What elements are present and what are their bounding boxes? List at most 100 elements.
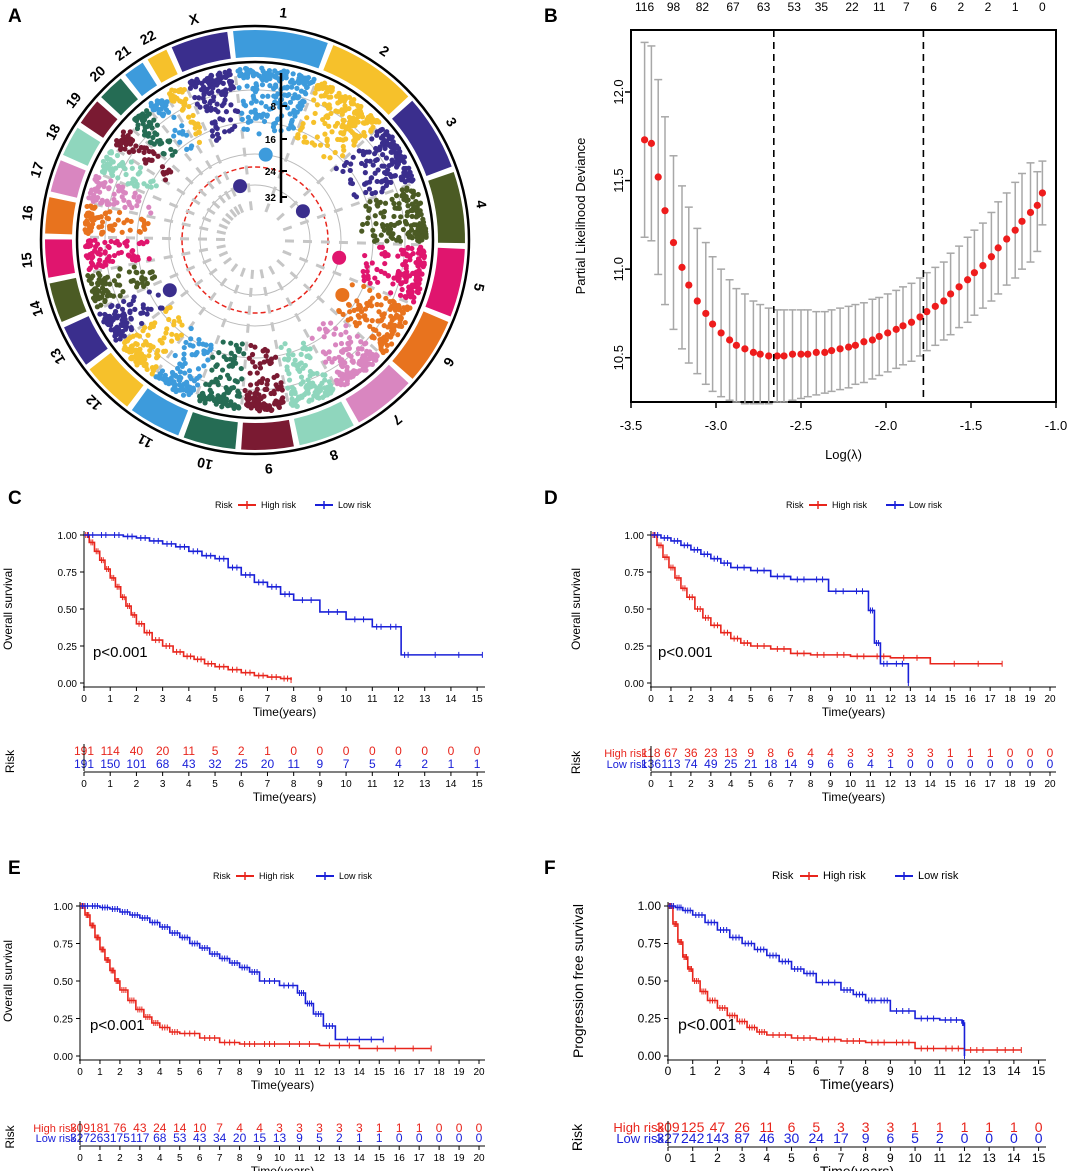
manhattan-point bbox=[382, 200, 389, 206]
manhattan-point bbox=[117, 266, 123, 272]
manhattan-point bbox=[328, 110, 334, 117]
chrom-divider bbox=[110, 144, 231, 225]
risk-count: 0 bbox=[1027, 757, 1034, 771]
deviance-point bbox=[773, 352, 781, 360]
x-tick-label: 13 bbox=[982, 1064, 996, 1078]
chrom-divider bbox=[117, 256, 233, 346]
manhattan-point bbox=[95, 282, 101, 288]
risk-count: 3 bbox=[907, 746, 914, 760]
manhattan-point bbox=[342, 107, 348, 113]
km-curve-high bbox=[84, 534, 292, 681]
manhattan-point bbox=[397, 323, 403, 329]
manhattan-point bbox=[162, 348, 169, 354]
chrom-label-9: 9 bbox=[264, 461, 273, 477]
manhattan-point bbox=[407, 257, 413, 263]
risk-count: 20 bbox=[156, 744, 170, 758]
manhattan-point bbox=[214, 362, 220, 368]
manhattan-point bbox=[86, 238, 93, 244]
deviance-point bbox=[749, 348, 757, 356]
manhattan-point bbox=[164, 326, 170, 332]
x-tick-label: -1.0 bbox=[1045, 418, 1067, 433]
manhattan-point bbox=[362, 306, 369, 312]
manhattan-point bbox=[130, 277, 136, 284]
manhattan-point bbox=[238, 71, 244, 77]
manhattan-point bbox=[222, 92, 228, 98]
manhattan-point bbox=[90, 295, 97, 301]
highlight-point-1 bbox=[258, 147, 273, 162]
risk-count: 21 bbox=[744, 757, 758, 771]
manhattan-point bbox=[343, 136, 349, 142]
manhattan-point bbox=[293, 362, 299, 368]
manhattan-point bbox=[356, 368, 363, 374]
risk-table-tick-label: 18 bbox=[1005, 779, 1017, 790]
manhattan-point bbox=[369, 136, 375, 142]
risk-count: 125 bbox=[681, 1119, 705, 1135]
manhattan-point bbox=[85, 255, 91, 261]
manhattan-point bbox=[411, 294, 417, 301]
censor-marks-low bbox=[653, 532, 909, 686]
chrom-divider bbox=[86, 201, 227, 235]
manhattan-point bbox=[370, 333, 376, 340]
manhattan-point bbox=[227, 86, 234, 92]
risk-table-tick-label: 12 bbox=[393, 779, 405, 790]
manhattan-point bbox=[168, 169, 174, 175]
manhattan-point bbox=[247, 370, 253, 376]
risk-table-tick-label: 2 bbox=[714, 1151, 721, 1165]
manhattan-point bbox=[392, 205, 398, 211]
risk-table-tick-label: 15 bbox=[1032, 1151, 1046, 1165]
manhattan-point bbox=[152, 130, 158, 136]
manhattan-point bbox=[129, 165, 135, 171]
manhattan-point bbox=[268, 356, 275, 362]
manhattan-point bbox=[128, 159, 134, 165]
manhattan-point bbox=[190, 343, 196, 349]
x-tick-label: 13 bbox=[334, 1067, 346, 1078]
x-tick-label: 1 bbox=[97, 1067, 103, 1078]
risk-count: 14 bbox=[784, 757, 798, 771]
manhattan-point bbox=[392, 307, 399, 313]
manhattan-point bbox=[188, 336, 194, 342]
manhattan-point bbox=[153, 355, 160, 361]
x-tick-label: 4 bbox=[763, 1064, 770, 1078]
chrom-divider bbox=[82, 235, 226, 241]
manhattan-point bbox=[163, 330, 169, 336]
manhattan-point bbox=[172, 386, 179, 392]
manhattan-point bbox=[115, 273, 122, 279]
km-curve-high bbox=[651, 534, 1003, 665]
legend-title: Risk bbox=[786, 500, 804, 510]
risk-count: 13 bbox=[273, 1131, 287, 1145]
deviance-point bbox=[1018, 217, 1026, 225]
legend-label-0: High risk bbox=[261, 500, 297, 510]
manhattan-point bbox=[99, 223, 105, 230]
manhattan-point bbox=[305, 377, 311, 383]
manhattan-point bbox=[404, 187, 410, 193]
manhattan-point bbox=[86, 210, 92, 216]
risk-row-label-1: Low risk bbox=[607, 759, 648, 771]
risk-table-tick-label: 15 bbox=[945, 779, 957, 790]
manhattan-point bbox=[103, 287, 110, 294]
manhattan-point bbox=[341, 147, 347, 153]
manhattan-point bbox=[134, 341, 140, 347]
risk-count: 3 bbox=[296, 1121, 303, 1135]
manhattan-point bbox=[138, 310, 144, 316]
manhattan-point bbox=[208, 342, 214, 349]
manhattan-point bbox=[172, 127, 178, 133]
x-tick-label: 5 bbox=[177, 1067, 183, 1078]
manhattan-point bbox=[242, 103, 249, 109]
manhattan-point bbox=[350, 373, 356, 379]
risk-count: 1 bbox=[967, 746, 974, 760]
manhattan-point bbox=[409, 290, 415, 297]
manhattan-point bbox=[194, 101, 200, 107]
risk-table-tick-label: 15 bbox=[374, 1153, 386, 1164]
manhattan-point bbox=[139, 269, 146, 275]
manhattan-point bbox=[321, 153, 327, 160]
risk-table-tick-label: 16 bbox=[965, 779, 977, 790]
manhattan-point bbox=[134, 203, 140, 209]
manhattan-point bbox=[215, 88, 222, 94]
manhattan-point bbox=[106, 185, 112, 191]
manhattan-point bbox=[247, 382, 254, 388]
chrom-divider bbox=[276, 259, 384, 357]
risk-count: 2 bbox=[421, 757, 428, 771]
manhattan-point bbox=[148, 157, 154, 163]
x-tick-label: 20 bbox=[473, 1067, 485, 1078]
panel-b-lasso-cv-chart: B 116 98 82 67 63 53 35 22 11 7 6 2 2 1 0-3.5 -3.0 -2.5 -2… bbox=[544, 0, 1067, 462]
